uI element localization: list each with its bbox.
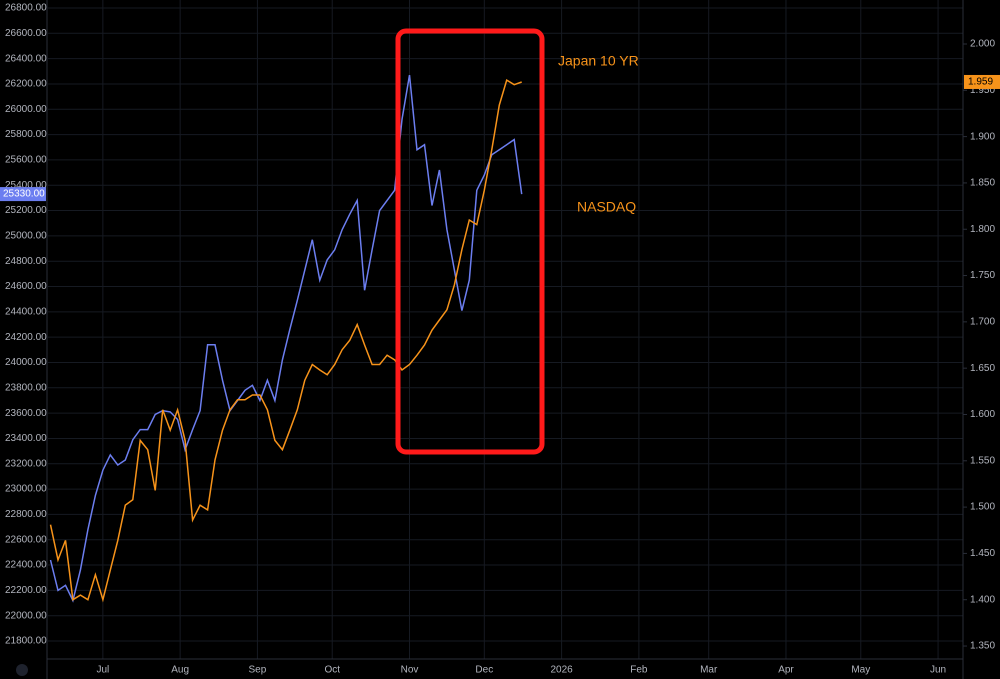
y-tick-label: 22200.00 <box>5 585 47 596</box>
y-tick-label: 26400.00 <box>5 53 47 64</box>
annotation: NASDAQ <box>577 199 636 215</box>
y-tick-label: 25800.00 <box>5 129 47 140</box>
x-tick-label: 2026 <box>550 665 573 676</box>
x-tick-label: Oct <box>324 665 340 676</box>
y-tick-label: 25400.00 <box>5 180 47 191</box>
y2-tick-label: 1.900 <box>970 131 995 142</box>
y2-tick-label: 1.850 <box>970 178 995 189</box>
y-tick-label: 22800.00 <box>5 509 47 520</box>
y-tick-label: 25200.00 <box>5 205 47 216</box>
y2-tick-label: 1.800 <box>970 224 995 235</box>
y-tick-label: 22400.00 <box>5 560 47 571</box>
price-label: 1.959 <box>968 77 993 88</box>
x-tick-label: Feb <box>630 665 648 676</box>
y-tick-label: 23400.00 <box>5 433 47 444</box>
y-tick-label: 24000.00 <box>5 357 47 368</box>
y2-tick-label: 1.350 <box>970 641 995 652</box>
highlight-box <box>395 28 545 455</box>
y-tick-label: 25000.00 <box>5 231 47 242</box>
x-tick-label: Sep <box>249 665 267 676</box>
series-line <box>49 74 523 603</box>
y-tick-label: 26600.00 <box>5 28 47 39</box>
y2-tick-label: 1.950 <box>970 85 995 96</box>
x-tick-label: Nov <box>401 665 419 676</box>
y-tick-label: 24400.00 <box>5 306 47 317</box>
price-label-box <box>964 74 1000 89</box>
y-tick-label: 23200.00 <box>5 458 47 469</box>
price-label: 25330.00 <box>3 189 45 200</box>
x-tick-label: May <box>851 665 870 676</box>
y2-tick-label: 1.450 <box>970 548 995 559</box>
y-tick-label: 22600.00 <box>5 534 47 545</box>
y-tick-label: 23000.00 <box>5 484 47 495</box>
x-tick-label: Jul <box>96 665 109 676</box>
x-tick-label: Dec <box>475 665 493 676</box>
series-line <box>49 78 522 603</box>
y-tick-label: 24600.00 <box>5 281 47 292</box>
y-tick-label: 23600.00 <box>5 408 47 419</box>
y2-tick-label: 1.700 <box>970 316 995 327</box>
y-tick-label: 26000.00 <box>5 104 47 115</box>
y-tick-label: 24200.00 <box>5 332 47 343</box>
price-label-box <box>0 187 46 202</box>
y-tick-label: 23800.00 <box>5 382 47 393</box>
x-tick-label: Mar <box>700 665 718 676</box>
y-tick-label: 21800.00 <box>5 636 47 647</box>
y2-tick-label: 1.750 <box>970 270 995 281</box>
y2-tick-label: 1.500 <box>970 502 995 513</box>
y-tick-label: 24800.00 <box>5 256 47 267</box>
y-tick-label: 26200.00 <box>5 79 47 90</box>
x-tick-label: Apr <box>778 665 794 676</box>
y-tick-label: 25600.00 <box>5 155 47 166</box>
x-tick-label: Aug <box>171 665 189 676</box>
timezone-icon[interactable] <box>16 664 28 676</box>
y2-tick-label: 1.600 <box>970 409 995 420</box>
x-tick-label: Jun <box>930 665 946 676</box>
y-tick-label: 22000.00 <box>5 610 47 621</box>
y2-tick-label: 1.650 <box>970 363 995 374</box>
y-tick-label: 26800.00 <box>5 3 47 14</box>
y2-tick-label: 1.550 <box>970 455 995 466</box>
y2-tick-label: 2.000 <box>970 39 995 50</box>
y2-tick-label: 1.400 <box>970 594 995 605</box>
annotation: Japan 10 YR <box>558 53 639 69</box>
